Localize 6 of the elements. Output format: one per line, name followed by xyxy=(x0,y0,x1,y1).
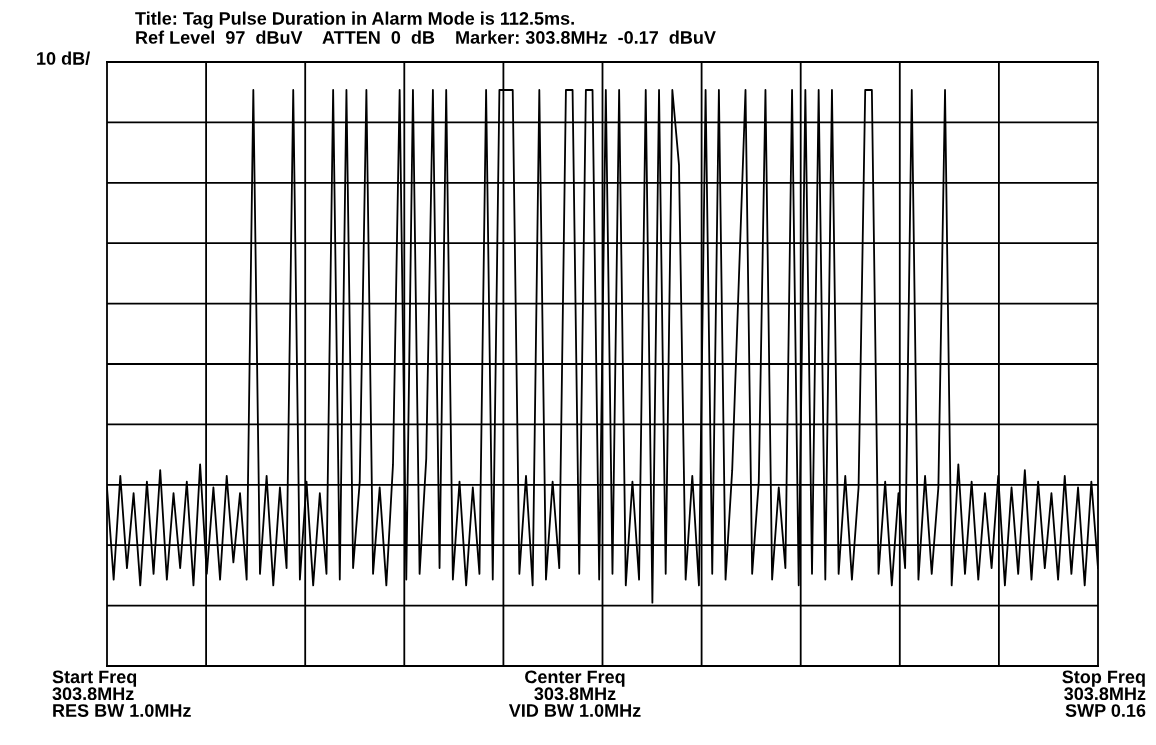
text: Center Freq 303.8MHz VID BW 1.0MHz xyxy=(508,670,641,717)
text: Stop Freq 303.8MHz SWP 0.16 xyxy=(1062,670,1146,717)
chart-title: Title: Tag Pulse Duration in Alarm Mode is 112.5ms. xyxy=(135,11,574,29)
text: Start Freq 303.8MHz RES BW 1.0MHz xyxy=(52,670,191,717)
y-axis-title: 10 dB/ xyxy=(37,51,91,66)
chart-subtitle: Ref Level 97 dBuV ATTEN 0 dB Marker: 303.8MHz -0.17 dBuV xyxy=(136,30,716,44)
